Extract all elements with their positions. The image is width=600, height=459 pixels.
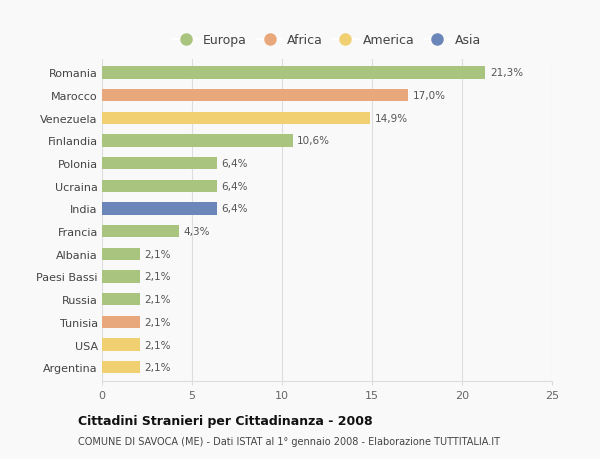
Legend: Europa, Africa, America, Asia: Europa, Africa, America, Asia xyxy=(169,31,485,51)
Bar xyxy=(102,90,408,102)
Text: 2,1%: 2,1% xyxy=(145,363,171,372)
Text: 6,4%: 6,4% xyxy=(222,159,248,169)
Text: 2,1%: 2,1% xyxy=(145,272,171,282)
Bar xyxy=(102,135,293,147)
Text: Cittadini Stranieri per Cittadinanza - 2008: Cittadini Stranieri per Cittadinanza - 2… xyxy=(78,414,373,428)
Bar xyxy=(102,203,217,215)
Text: 17,0%: 17,0% xyxy=(413,91,445,101)
Bar xyxy=(102,361,140,374)
Text: 6,4%: 6,4% xyxy=(222,181,248,191)
Bar xyxy=(102,293,140,306)
Bar xyxy=(102,339,140,351)
Text: 10,6%: 10,6% xyxy=(298,136,331,146)
Bar xyxy=(102,248,140,260)
Text: 2,1%: 2,1% xyxy=(145,317,171,327)
Text: 21,3%: 21,3% xyxy=(490,68,523,78)
Bar xyxy=(102,316,140,328)
Text: 14,9%: 14,9% xyxy=(374,113,408,123)
Text: 4,3%: 4,3% xyxy=(184,227,211,237)
Text: 6,4%: 6,4% xyxy=(222,204,248,214)
Bar xyxy=(102,271,140,283)
Bar xyxy=(102,157,217,170)
Text: 2,1%: 2,1% xyxy=(145,249,171,259)
Bar xyxy=(102,225,179,238)
Bar xyxy=(102,112,370,125)
Text: 2,1%: 2,1% xyxy=(145,340,171,350)
Bar xyxy=(102,180,217,193)
Text: 2,1%: 2,1% xyxy=(145,295,171,304)
Text: COMUNE DI SAVOCA (ME) - Dati ISTAT al 1° gennaio 2008 - Elaborazione TUTTITALIA.: COMUNE DI SAVOCA (ME) - Dati ISTAT al 1°… xyxy=(78,437,500,446)
Bar xyxy=(102,67,485,79)
